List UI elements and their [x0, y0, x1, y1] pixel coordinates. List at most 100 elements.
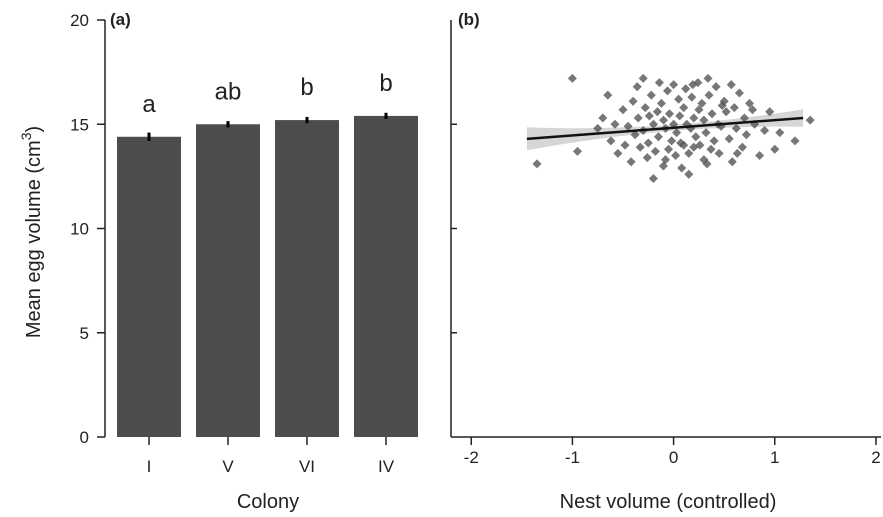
scatter-point — [805, 115, 815, 125]
panel-a-x-ticks: I V VI IV — [147, 437, 395, 476]
scatter-point — [613, 148, 623, 158]
scatter-point — [681, 84, 691, 94]
scatter-point — [633, 113, 643, 123]
scatter-point — [623, 121, 633, 131]
scatter-point — [734, 88, 744, 98]
y-axis-title-superscript: 3 — [18, 132, 34, 140]
scatter-point — [770, 144, 780, 154]
panel-a-y-tick-label: 0 — [80, 428, 89, 447]
panel-a-x-tick-label: IV — [378, 457, 395, 476]
panel-b-x-ticks: -2 -1 0 1 2 — [464, 437, 881, 467]
scatter-point — [709, 136, 719, 146]
significance-letter-V: ab — [215, 78, 242, 105]
scatter-point — [650, 146, 660, 156]
scatter-point — [606, 136, 616, 146]
y-axis-title-text: Mean egg volume (cm — [23, 140, 45, 338]
scatter-point — [632, 82, 642, 92]
scatter-point — [677, 163, 687, 173]
scatter-point — [703, 73, 713, 83]
significance-letter-VI: b — [300, 74, 313, 101]
scatter-point — [653, 132, 663, 142]
scatter-point — [603, 90, 613, 100]
scatter-point — [663, 144, 674, 154]
scatter-point — [618, 105, 628, 115]
scatter-point — [640, 103, 650, 113]
scatter-point — [644, 111, 654, 121]
scatter-point — [727, 157, 737, 167]
scatter-point — [662, 86, 673, 96]
panel-b-fit-line-group — [526, 116, 804, 141]
scatter-point — [711, 82, 721, 92]
scatter-point — [741, 130, 751, 140]
scatter-point — [775, 128, 785, 138]
scatter-point — [642, 153, 652, 163]
scatter-point — [701, 128, 711, 138]
scatter-point — [790, 136, 800, 146]
scatter-point — [671, 150, 681, 161]
panel-a-y-tick-label: 15 — [70, 115, 89, 134]
scatter-point — [643, 138, 653, 148]
scatter-point — [567, 73, 577, 83]
scatter-point — [667, 136, 677, 146]
scatter-point — [732, 148, 742, 158]
bar-IV — [354, 115, 418, 437]
fit-line — [526, 116, 804, 141]
panel-b-x-tick-label: -1 — [565, 448, 580, 467]
scatter-point — [626, 157, 636, 167]
panel-a-y-tick-label: 20 — [70, 11, 89, 30]
scatter-point — [691, 132, 701, 142]
scatter-point — [648, 173, 658, 184]
scatter-point — [674, 94, 684, 104]
panel-a-y-tick-label: 5 — [80, 324, 89, 343]
scatter-point — [572, 146, 583, 156]
scatter-point — [684, 169, 694, 179]
panel-a-label: (a) — [110, 10, 131, 29]
scatter-point — [532, 159, 542, 169]
scatter-point — [724, 134, 734, 144]
panel-a-x-tick-label: VI — [299, 457, 315, 476]
panel-a-x-tick-label: I — [147, 457, 152, 476]
scatter-point — [726, 80, 736, 90]
scatter-point — [669, 80, 679, 90]
bar-V — [196, 124, 260, 437]
scatter-point — [672, 128, 682, 138]
panel-b-x-tick-label: -2 — [464, 448, 479, 467]
scatter-point — [648, 119, 658, 129]
scatter-point — [658, 115, 669, 125]
scatter-point — [664, 109, 675, 119]
bar-VI — [275, 120, 339, 437]
y-axis-title-close: ) — [23, 126, 45, 133]
scatter-point — [684, 148, 694, 158]
scatter-point — [646, 90, 656, 100]
panel-b-label: (b) — [458, 10, 480, 29]
panel-a-y-axis-title: Mean egg volume (cm3) — [18, 126, 45, 338]
panel-b-x-tick-label: 2 — [871, 448, 880, 467]
scatter-point — [704, 90, 714, 100]
panel-a-x-tick-label: V — [222, 457, 234, 476]
scatter-point — [630, 130, 640, 140]
scatter-point — [707, 109, 717, 119]
panel-b-x-tick-label: 1 — [770, 448, 779, 467]
scatter-point — [635, 142, 645, 152]
scatter-point — [675, 111, 685, 121]
scatter-point — [628, 96, 638, 106]
panel-a-y-tick-label: 10 — [70, 220, 89, 239]
panel-a-x-axis-title: Colony — [237, 491, 299, 513]
scatter-point — [656, 98, 666, 108]
scatter-point — [706, 144, 716, 154]
scatter-point — [654, 78, 664, 88]
significance-letter-I: a — [142, 91, 156, 118]
scatter-point — [679, 103, 689, 113]
scatter-point — [760, 125, 770, 136]
panel-b-x-axis-title: Nest volume (controlled) — [560, 491, 777, 513]
scatter-point — [652, 107, 662, 117]
scatter-point — [638, 73, 648, 83]
panel-b-y-ticks — [451, 123, 457, 334]
scatter-point — [687, 92, 697, 102]
bar-I — [117, 136, 181, 437]
scatter-point — [598, 113, 608, 123]
scatter-point — [610, 119, 620, 129]
scatter-point — [729, 103, 739, 113]
